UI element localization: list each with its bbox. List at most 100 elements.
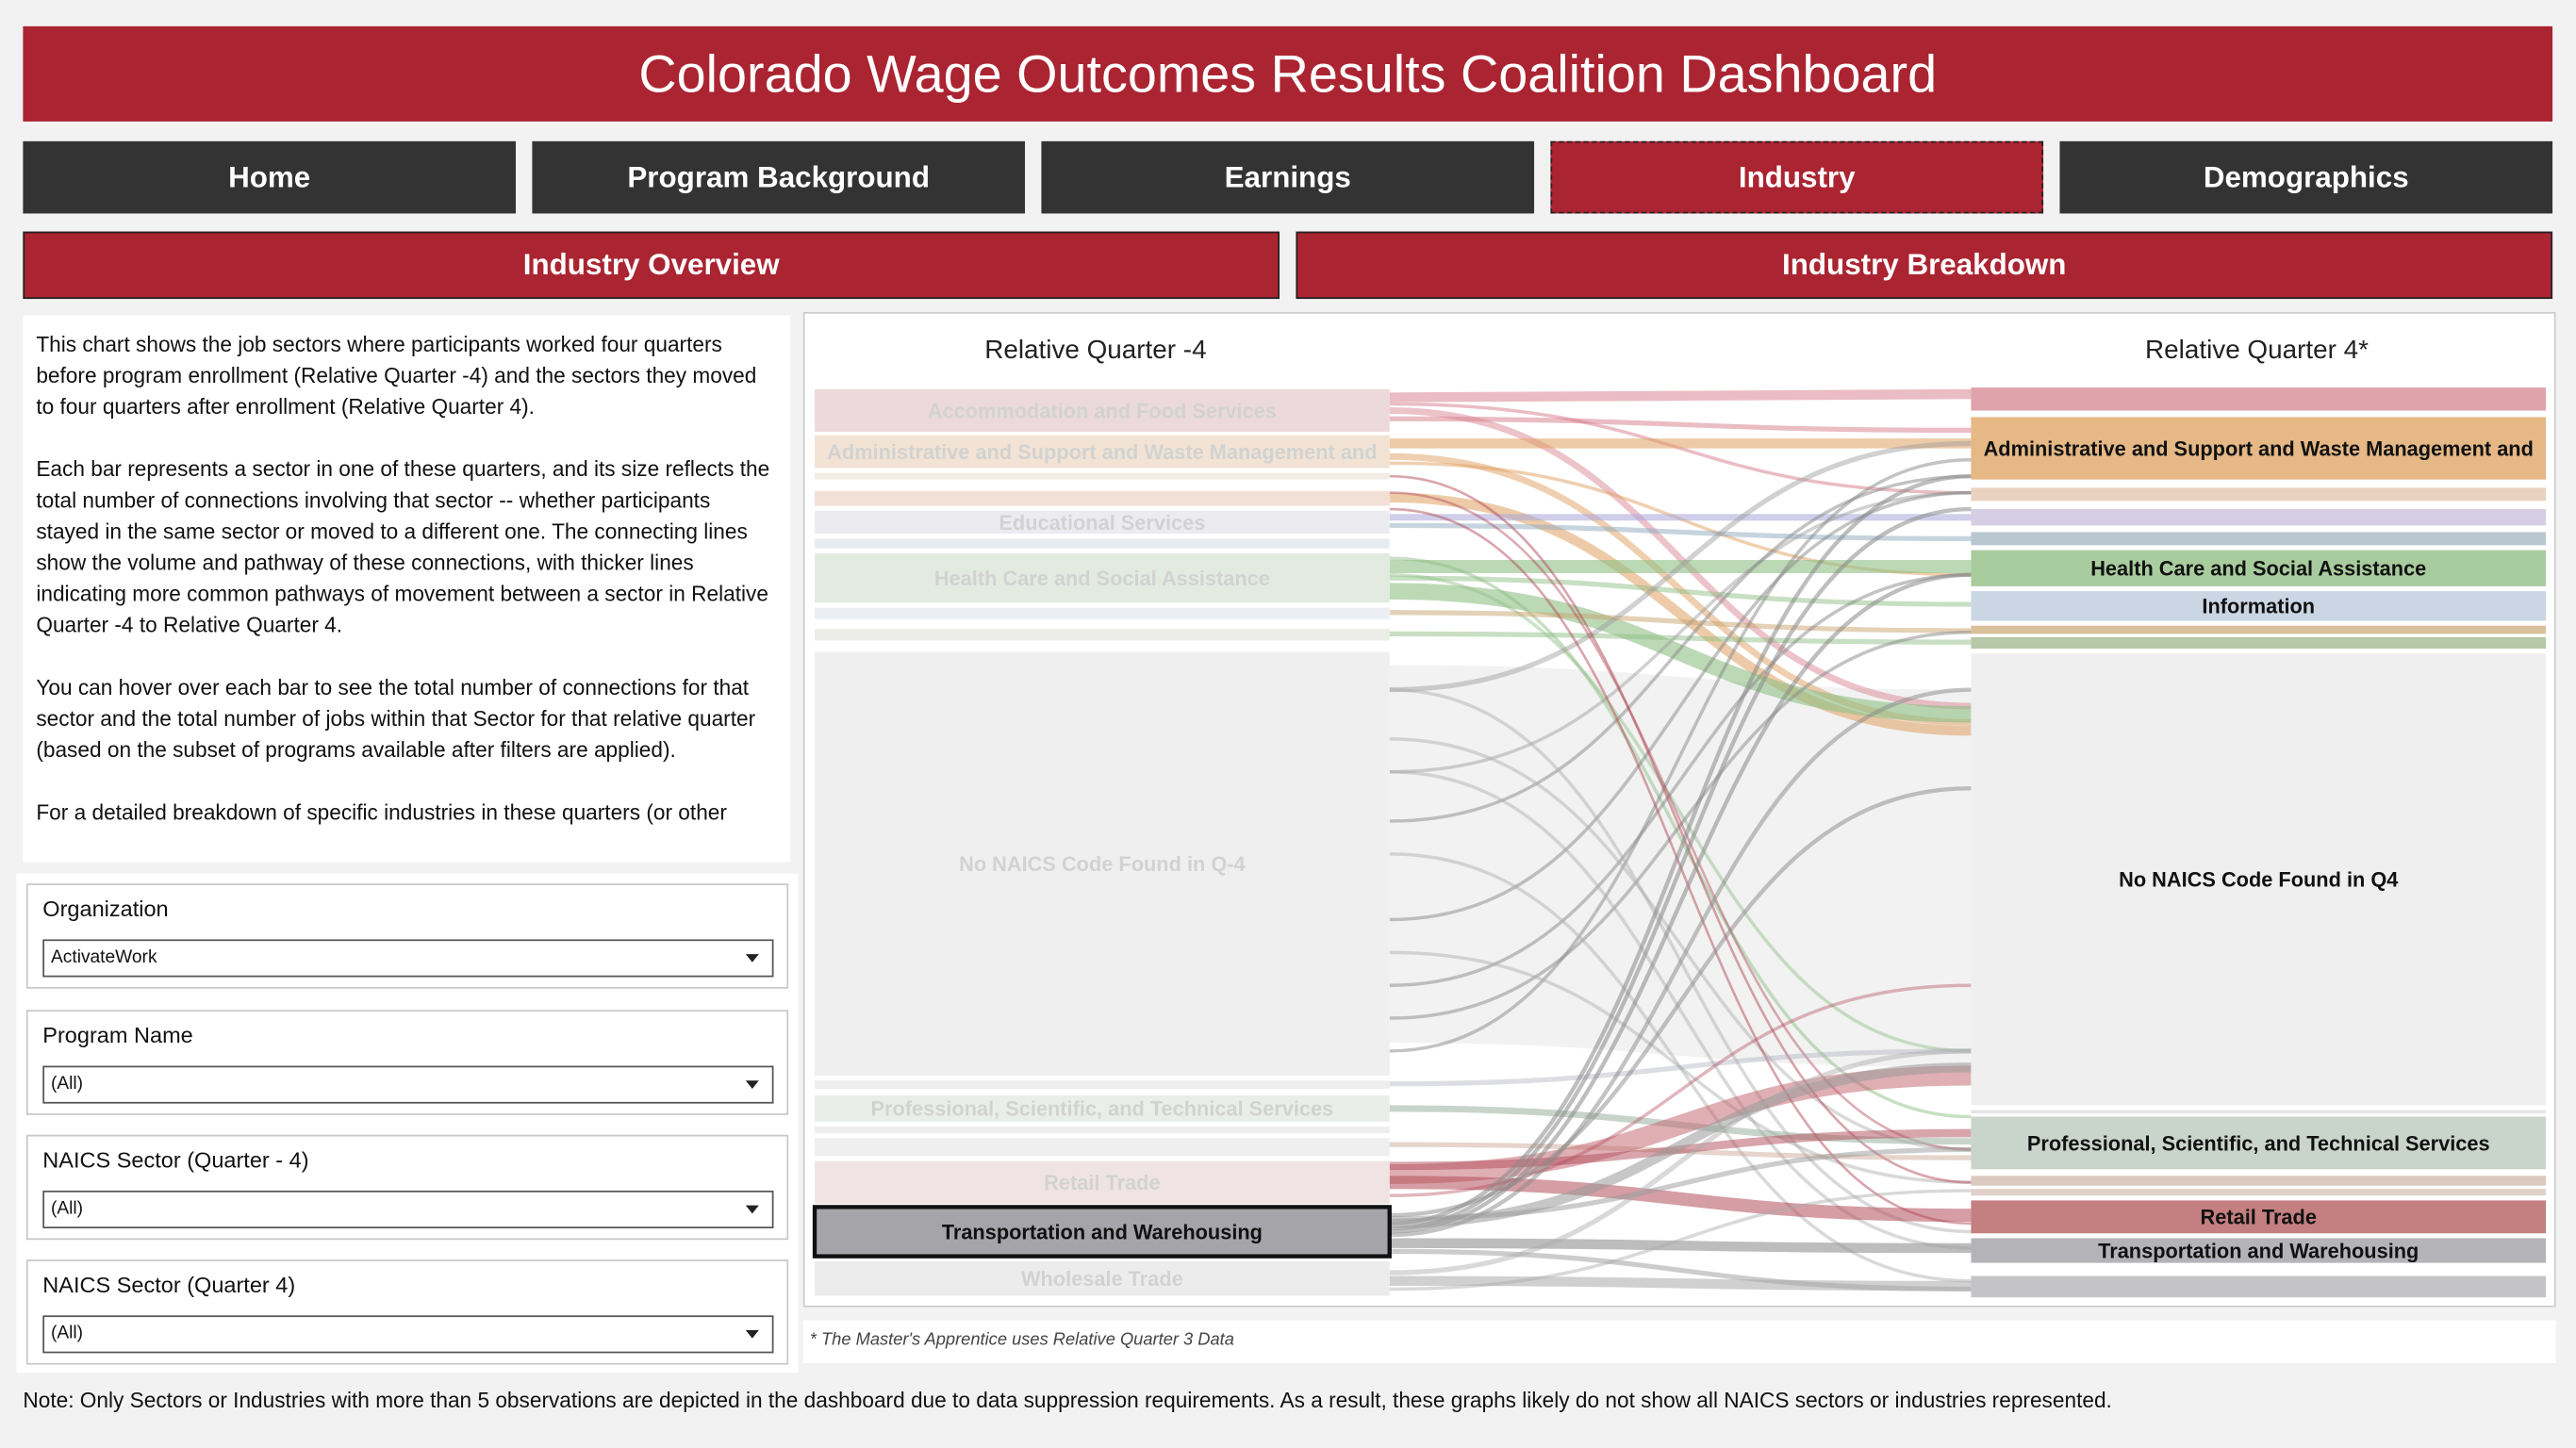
node-bar[interactable] xyxy=(815,1127,1390,1133)
dropdown-arrow xyxy=(745,954,759,963)
flow xyxy=(1389,506,1972,1231)
node-label: Professional, Scientific, and Technical … xyxy=(2027,1131,2490,1155)
flow xyxy=(1389,522,1972,541)
node-bar[interactable] xyxy=(815,1080,1390,1089)
node-bar[interactable] xyxy=(815,1160,1390,1204)
flow xyxy=(1389,1238,1972,1254)
flow xyxy=(1389,490,1972,774)
dropdown-arrow xyxy=(745,1205,759,1214)
node-bar[interactable] xyxy=(815,388,1390,433)
flow xyxy=(1389,492,1972,736)
node-bar[interactable] xyxy=(1971,509,2547,526)
nav-tab-active[interactable]: Industry xyxy=(1550,140,2044,214)
sub-tab[interactable]: Industry Breakdown xyxy=(1296,231,2553,300)
flow xyxy=(1389,458,1972,1053)
filter: NAICS Sector (Quarter 4) (All) xyxy=(25,1259,789,1365)
dropdown[interactable]: (All) xyxy=(42,1190,774,1229)
node-bar[interactable] xyxy=(1971,1189,2547,1196)
flow xyxy=(1389,474,1972,823)
dropdown-value: (All) xyxy=(51,1074,84,1094)
node-bar[interactable] xyxy=(815,435,1390,469)
flow xyxy=(1389,631,1972,645)
node-bar[interactable] xyxy=(815,607,1390,619)
nav-tab[interactable]: Program Background xyxy=(532,140,1026,214)
dropdown-arrow xyxy=(745,1080,759,1089)
flow xyxy=(1389,575,1972,607)
node-bar[interactable] xyxy=(1971,653,2547,1106)
node-bar[interactable] xyxy=(815,1138,1390,1157)
node-bar[interactable] xyxy=(815,651,1390,1077)
flow xyxy=(1389,474,1972,1226)
flow xyxy=(1389,1275,1972,1292)
node-label: Administrative and Support and Waste Man… xyxy=(1984,436,2534,460)
dropdown[interactable]: (All) xyxy=(42,1065,774,1104)
node-bar[interactable] xyxy=(1971,1275,2547,1298)
node-bar[interactable] xyxy=(1971,387,2547,411)
node-bar[interactable] xyxy=(1971,417,2547,480)
flow xyxy=(1389,737,1972,1152)
flow xyxy=(1389,785,1972,1218)
dropdown-arrow xyxy=(745,1330,759,1339)
node-label: No NAICS Code Found in Q-4 xyxy=(959,852,1246,876)
flow xyxy=(1389,687,1972,1238)
filter: Organization ActivateWork xyxy=(25,883,789,989)
right-axis-title: Relative Quarter 4* xyxy=(2145,335,2369,364)
node-bar[interactable] xyxy=(815,629,1390,641)
sankey: Relative Quarter -4 Relative Quarter 4* … xyxy=(812,335,2547,1298)
nav-tab[interactable]: Demographics xyxy=(2059,140,2553,214)
filter: Program Name (All) xyxy=(25,1010,789,1115)
node-bar[interactable] xyxy=(812,1205,1392,1259)
node-bar[interactable] xyxy=(1971,1116,2547,1170)
node-bar[interactable] xyxy=(815,553,1390,603)
dropdown[interactable]: ActivateWork xyxy=(42,939,774,978)
filter-label: Organization xyxy=(42,897,169,922)
node-bar[interactable] xyxy=(1971,636,2547,650)
node-bar[interactable] xyxy=(1971,1200,2547,1234)
node-label: Administrative and Support and Waste Man… xyxy=(827,440,1377,464)
node-bar[interactable] xyxy=(815,472,1390,480)
node-label: Information xyxy=(2202,595,2315,618)
node-bar[interactable] xyxy=(1971,1110,2547,1114)
flow xyxy=(1389,610,1972,634)
node-bar[interactable] xyxy=(815,538,1390,549)
flow xyxy=(1389,583,1972,723)
node-label: Retail Trade xyxy=(2201,1206,2317,1229)
flow xyxy=(1389,950,1972,1184)
node-bar[interactable] xyxy=(1971,487,2547,502)
node-bar[interactable] xyxy=(1971,532,2547,546)
node-label: Health Care and Social Assistance xyxy=(2090,557,2426,581)
dropdown[interactable]: (All) xyxy=(42,1315,774,1354)
node-bar[interactable] xyxy=(1971,1176,2547,1186)
node-label: Professional, Scientific, and Technical … xyxy=(871,1097,1334,1121)
flow xyxy=(1389,572,1972,987)
note: Note: Only Sectors or Industries with mo… xyxy=(23,1387,2112,1413)
footnote: * The Master's Apprentice uses Relative … xyxy=(802,1320,2556,1363)
node-bar[interactable] xyxy=(815,490,1390,506)
node-label: Retail Trade xyxy=(1044,1171,1160,1194)
left-axis-title: Relative Quarter -4 xyxy=(984,335,1206,364)
filter-label: Program Name xyxy=(42,1023,193,1048)
flow xyxy=(1389,572,1972,1234)
description-panel: This chart shows the job sectors where p… xyxy=(23,315,790,863)
filter-label: NAICS Sector (Quarter - 4) xyxy=(42,1147,309,1173)
node-bar[interactable] xyxy=(815,1260,1390,1296)
node-bar[interactable] xyxy=(815,1094,1390,1122)
node-bar[interactable] xyxy=(1971,550,2547,586)
node-label: Transportation and Warehousing xyxy=(942,1220,1263,1243)
dashboard-title: Colorado Wage Outcomes Results Coalition… xyxy=(23,25,2553,122)
nav-tab[interactable]: Earnings xyxy=(1041,140,1535,214)
nav-tab[interactable]: Home xyxy=(23,140,516,214)
node-bar[interactable] xyxy=(815,510,1390,535)
node-bar[interactable] xyxy=(1971,591,2547,621)
node-bar[interactable] xyxy=(1971,625,2547,634)
filter-label: NAICS Sector (Quarter 4) xyxy=(42,1273,296,1298)
node-bar[interactable] xyxy=(1971,1238,2547,1263)
flow xyxy=(1389,572,1972,1053)
flow xyxy=(1389,630,1972,1020)
flow xyxy=(1389,491,1972,1151)
node-label: Educational Services xyxy=(999,511,1205,535)
sub-tab[interactable]: Industry Overview xyxy=(23,231,1280,300)
flow xyxy=(1389,769,1972,1250)
flow xyxy=(1389,440,1972,693)
